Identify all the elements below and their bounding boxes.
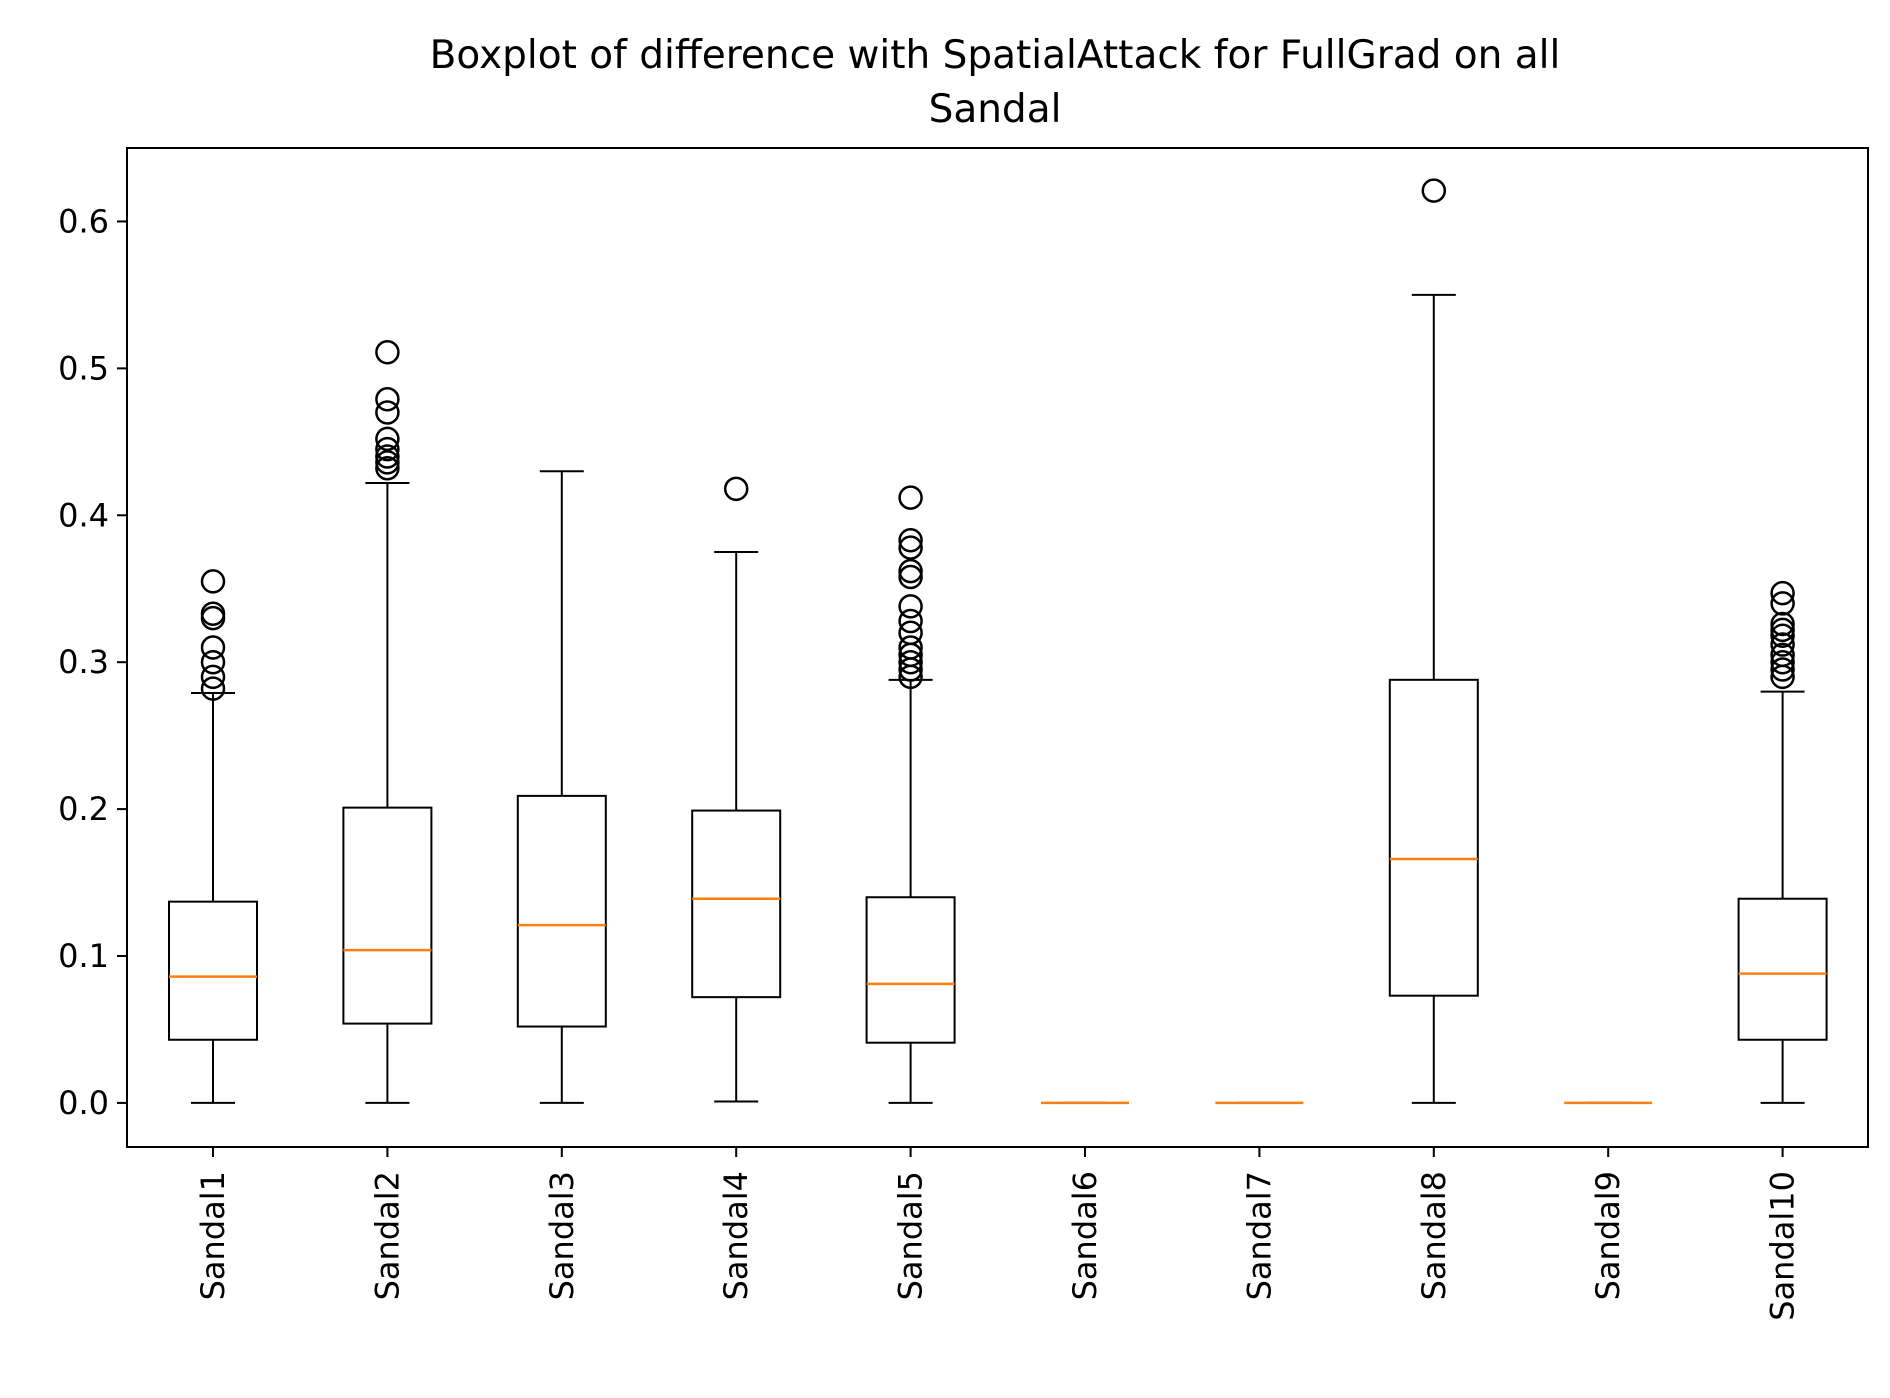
- x-tick-label: Sandal6: [1066, 1171, 1104, 1300]
- x-tick-label: Sandal1: [194, 1171, 232, 1300]
- box-group-Sandal1: [168, 569, 258, 1104]
- box-iqr: [1737, 897, 1828, 1041]
- flier-point: [1770, 580, 1795, 606]
- flier-point: [898, 528, 923, 553]
- flier-point: [898, 535, 923, 560]
- flier-point: [375, 456, 400, 481]
- box-group-Sandal10: [1737, 580, 1828, 1104]
- box-iqr: [865, 896, 956, 1044]
- y-tick-label: 0.4: [58, 496, 109, 534]
- box-group-Sandal2: [342, 339, 433, 1104]
- x-tick-label: Sandal3: [543, 1171, 581, 1300]
- flier-point: [898, 558, 923, 584]
- flier-point: [1421, 178, 1447, 203]
- x-tick-label: Sandal4: [717, 1171, 755, 1300]
- y-tick-label: 0.0: [58, 1084, 109, 1122]
- x-tick-label: Sandal10: [1764, 1171, 1802, 1321]
- x-tick-label: Sandal5: [892, 1171, 930, 1300]
- flier-point: [1770, 611, 1795, 637]
- flier-point: [1770, 657, 1795, 682]
- flier-point: [200, 676, 226, 701]
- flier-point: [200, 601, 226, 626]
- flier-point: [898, 649, 923, 675]
- chart-title-line1: Boxplot of difference with SpatialAttack…: [430, 33, 1561, 78]
- x-tick-label: Sandal8: [1415, 1171, 1453, 1300]
- box-iqr: [1388, 678, 1479, 997]
- box-iqr: [168, 900, 258, 1041]
- flier-point: [898, 620, 923, 646]
- x-tick-label: Sandal9: [1589, 1171, 1627, 1300]
- x-tick-label: Sandal7: [1240, 1171, 1278, 1300]
- flier-point: [200, 664, 226, 690]
- box-group-Sandal4: [691, 476, 782, 1103]
- flier-point: [200, 569, 226, 594]
- flier-point: [375, 450, 400, 475]
- plot-area: 0.0 0.1 0.2 0.3 0.4 0.5 0.6 Sandal1 Sandal2 Sanda…: [58, 178, 1828, 1321]
- flier-point: [375, 386, 400, 412]
- flier-point: [1770, 632, 1795, 657]
- box-iqr: [691, 809, 782, 999]
- flier-point: [375, 339, 400, 365]
- box-group-Sandal5: [865, 485, 956, 1104]
- flier-point: [1770, 623, 1795, 648]
- box-iqr: [342, 806, 433, 1025]
- y-tick-label: 0.2: [58, 790, 109, 828]
- y-tick-label: 0.1: [58, 937, 109, 975]
- flier-point: [1770, 591, 1795, 616]
- box-group-Sandal8: [1388, 178, 1479, 1104]
- chart-title-line2: Sandal: [929, 87, 1062, 132]
- flier-point: [1770, 617, 1795, 643]
- flier-point: [375, 436, 400, 462]
- flier-point: [200, 635, 226, 660]
- flier-point: [200, 649, 226, 675]
- y-tick-label: 0.6: [58, 202, 109, 240]
- box-iqr: [516, 794, 607, 1028]
- y-tick-label: 0.3: [58, 643, 109, 681]
- box-group-Sandal3: [516, 470, 607, 1104]
- x-tick-label: Sandal2: [368, 1171, 406, 1300]
- flier-point: [375, 444, 400, 469]
- flier-point: [375, 426, 400, 452]
- flier-point: [375, 400, 400, 425]
- axes-frame: [126, 147, 1869, 1148]
- flier-point: [898, 608, 923, 634]
- flier-point: [1770, 649, 1795, 675]
- y-tick-label: 0.5: [58, 349, 109, 387]
- flier-point: [723, 476, 749, 502]
- flier-point: [898, 485, 923, 510]
- flier-point: [1770, 642, 1795, 668]
- flier-point: [898, 594, 923, 619]
- flier-point: [898, 564, 923, 590]
- flier-point: [898, 635, 923, 660]
